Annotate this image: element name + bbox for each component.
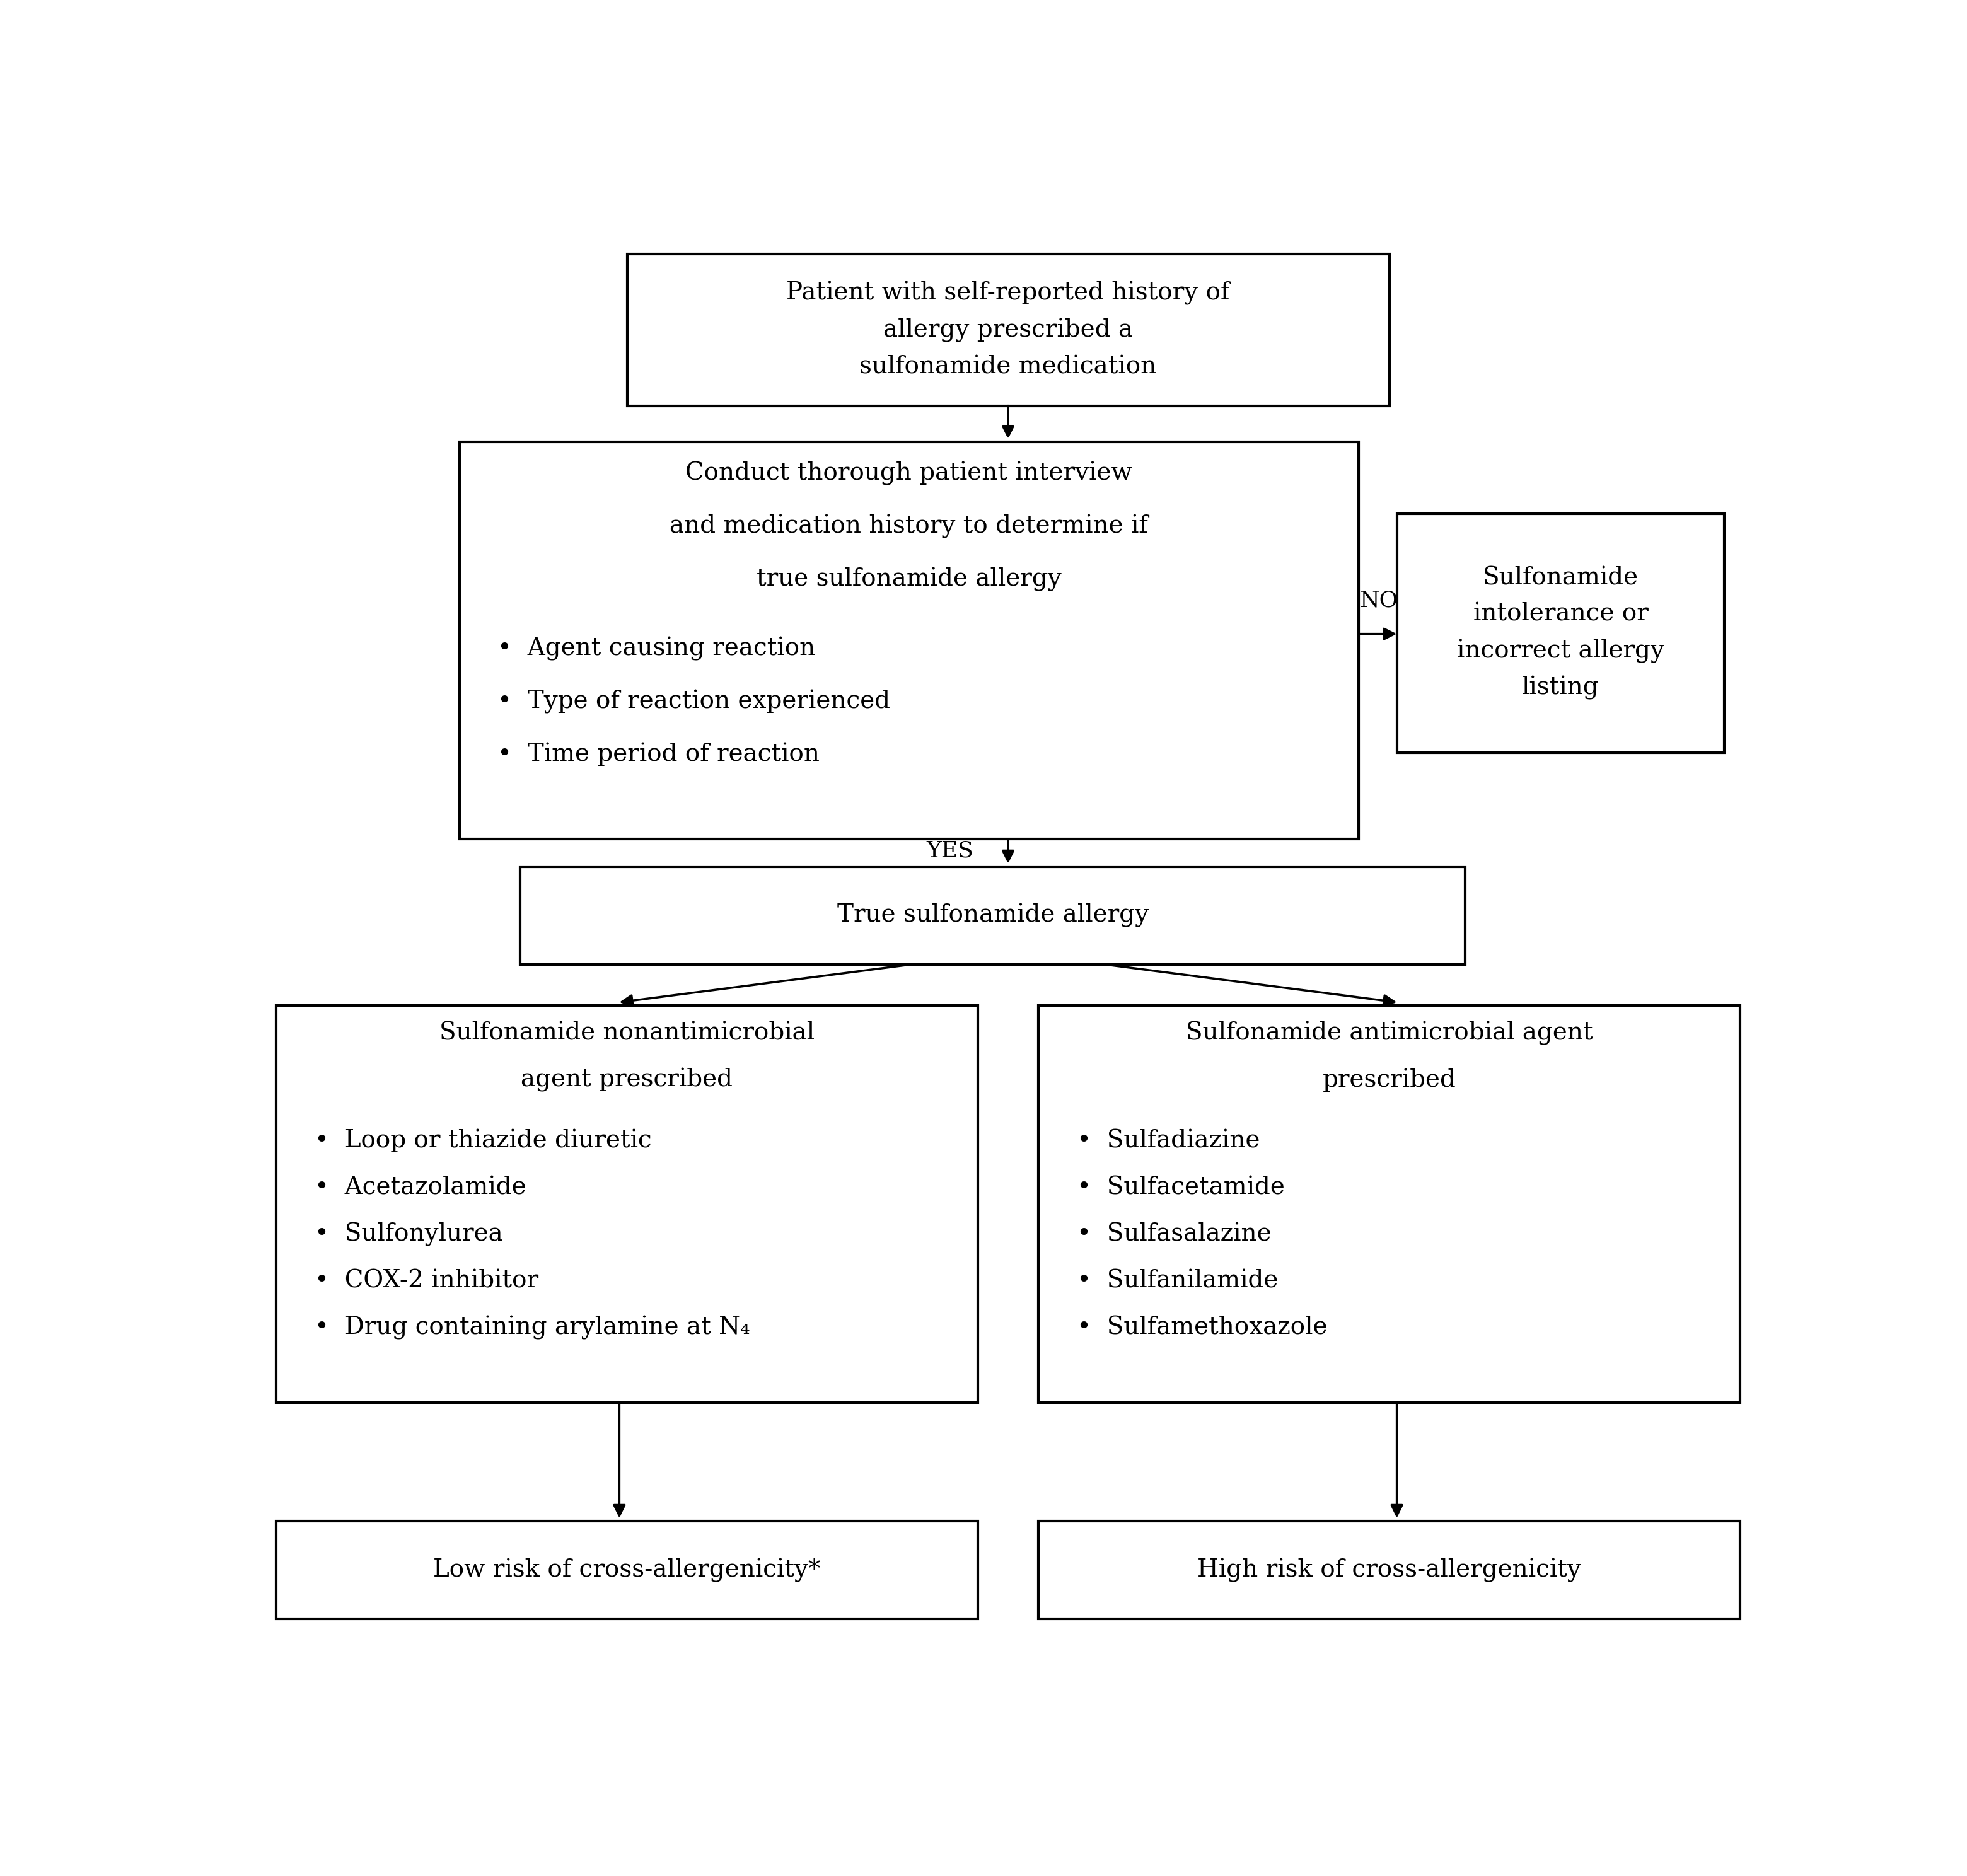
FancyBboxPatch shape bbox=[627, 253, 1389, 405]
Text: NO: NO bbox=[1359, 589, 1399, 612]
Text: •  Sulfonylurea: • Sulfonylurea bbox=[315, 1221, 504, 1246]
Text: •  Loop or thiazide diuretic: • Loop or thiazide diuretic bbox=[315, 1129, 651, 1152]
Text: Sulfonamide nonantimicrobial: Sulfonamide nonantimicrobial bbox=[439, 1022, 814, 1045]
Text: true sulfonamide allergy: true sulfonamide allergy bbox=[757, 568, 1062, 591]
Text: •  Acetazolamide: • Acetazolamide bbox=[315, 1176, 525, 1199]
FancyBboxPatch shape bbox=[275, 1521, 978, 1619]
FancyBboxPatch shape bbox=[519, 867, 1465, 964]
Text: •  Sulfasalazine: • Sulfasalazine bbox=[1076, 1223, 1271, 1246]
Text: YES: YES bbox=[926, 840, 974, 861]
Text: agent prescribed: agent prescribed bbox=[521, 1067, 734, 1092]
Text: Low risk of cross-allergenicity*: Low risk of cross-allergenicity* bbox=[433, 1557, 820, 1581]
Text: •  Sulfadiazine: • Sulfadiazine bbox=[1076, 1129, 1259, 1152]
FancyBboxPatch shape bbox=[1397, 514, 1725, 752]
Text: •  Sulfacetamide: • Sulfacetamide bbox=[1076, 1176, 1284, 1199]
Text: •  Time period of reaction: • Time period of reaction bbox=[498, 743, 820, 765]
Text: •  Drug containing arylamine at N₄: • Drug containing arylamine at N₄ bbox=[315, 1315, 749, 1339]
Text: •  Sulfamethoxazole: • Sulfamethoxazole bbox=[1076, 1315, 1328, 1339]
Text: Patient with self-reported history of
allergy prescribed a
sulfonamide medicatio: Patient with self-reported history of al… bbox=[787, 281, 1229, 379]
FancyBboxPatch shape bbox=[1039, 1006, 1739, 1403]
Text: True sulfonamide allergy: True sulfonamide allergy bbox=[838, 904, 1149, 927]
FancyBboxPatch shape bbox=[458, 441, 1359, 839]
Text: •  Type of reaction experienced: • Type of reaction experienced bbox=[498, 688, 891, 713]
Text: prescribed: prescribed bbox=[1322, 1067, 1456, 1092]
Text: •  COX-2 inhibitor: • COX-2 inhibitor bbox=[315, 1270, 539, 1293]
Text: •  Agent causing reaction: • Agent causing reaction bbox=[498, 636, 814, 660]
Text: High risk of cross-allergenicity: High risk of cross-allergenicity bbox=[1198, 1557, 1581, 1581]
Text: Sulfonamide
intolerance or
incorrect allergy
listing: Sulfonamide intolerance or incorrect all… bbox=[1458, 567, 1664, 700]
FancyBboxPatch shape bbox=[275, 1006, 978, 1403]
FancyBboxPatch shape bbox=[1039, 1521, 1739, 1619]
Text: Sulfonamide antimicrobial agent: Sulfonamide antimicrobial agent bbox=[1186, 1021, 1593, 1045]
Text: •  Sulfanilamide: • Sulfanilamide bbox=[1076, 1270, 1279, 1293]
Text: and medication history to determine if: and medication history to determine if bbox=[671, 514, 1149, 538]
Text: Conduct thorough patient interview: Conduct thorough patient interview bbox=[686, 461, 1133, 486]
